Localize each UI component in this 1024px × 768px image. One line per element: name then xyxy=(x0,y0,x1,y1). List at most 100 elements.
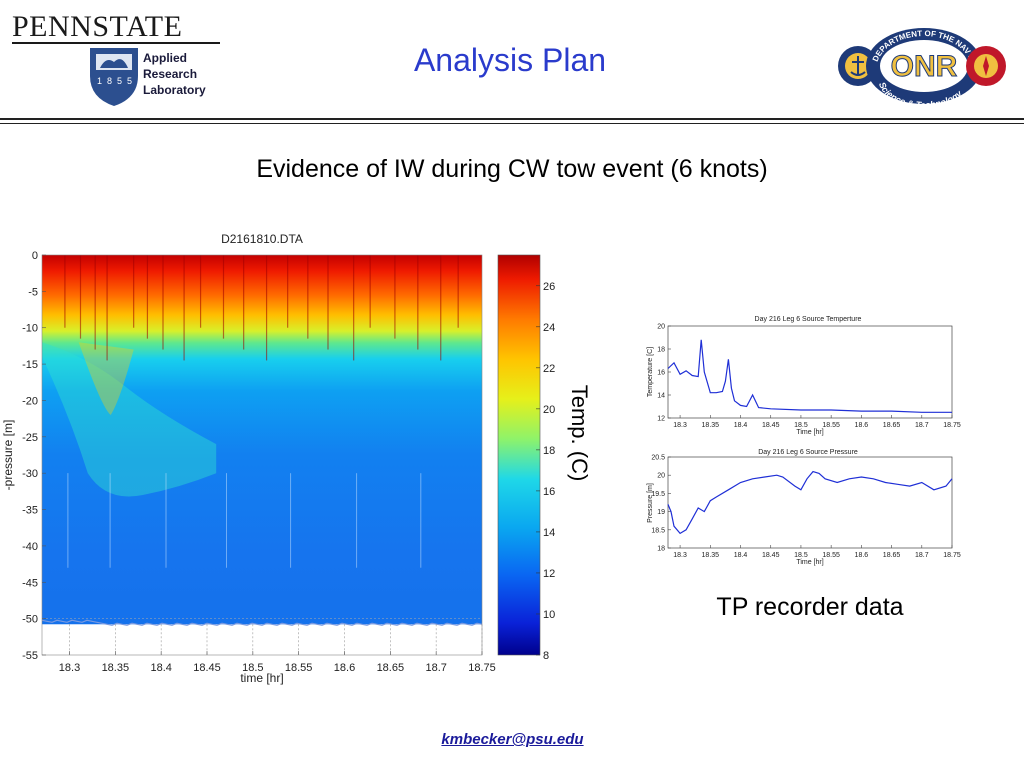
pressure-chart-title: Day 216 Leg 6 Source Pressure xyxy=(758,449,858,456)
colorbar-tick-label: 16 xyxy=(543,486,555,498)
temperature-xtick-label: 18.45 xyxy=(762,422,780,429)
heatmap-field xyxy=(42,255,482,655)
header-divider-thin xyxy=(0,123,1024,124)
colorbar-tick-label: 26 xyxy=(543,281,555,293)
colorbar-tick-label: 12 xyxy=(543,568,555,580)
colorbar-tick-label: 10 xyxy=(543,609,555,621)
pennstate-wordmark: PENNSTATE xyxy=(12,10,183,43)
heatmap-xtick-label: 18.3 xyxy=(59,662,80,674)
heatmap-ytick-label: 0 xyxy=(32,250,38,262)
arl-line: Research xyxy=(143,67,198,81)
temperature-xlabel: Time [hr] xyxy=(796,429,823,436)
footer-email-link[interactable]: kmbecker@psu.edu xyxy=(441,731,584,748)
heatmap-ytick-label: -45 xyxy=(22,577,38,589)
heatmap-title: D2161810.DTA xyxy=(221,232,303,246)
slide-subtitle: Evidence of IW during CW tow event (6 kn… xyxy=(256,155,768,183)
heatmap-xtick-label: 18.75 xyxy=(468,662,496,674)
pressure-xlabel: Time [hr] xyxy=(796,559,823,566)
heatmap-ytick-label: -55 xyxy=(22,650,38,662)
pressure-xtick-label: 18.7 xyxy=(915,552,929,559)
temperature-plot-frame xyxy=(667,325,953,419)
heatmap-xtick-label: 18.65 xyxy=(377,662,405,674)
seal-year-digit: 8 xyxy=(107,76,112,86)
pressure-trace xyxy=(667,470,953,535)
arl-label: Applied Research Laboratory xyxy=(143,50,206,98)
colorbar-label: Temp. (C) xyxy=(567,385,592,482)
source-pressure-chart: Day 216 Leg 6 Source Pressure 20.5 20 19.5… xyxy=(647,449,961,566)
pressure-ytick-label: 18.5 xyxy=(651,527,665,534)
heatmap-ytick-label: -30 xyxy=(22,468,38,480)
onr-logo: DEPARTMENT OF THE NAVY Science & Technol… xyxy=(838,28,1006,106)
pressure-xtick-label: 18.3 xyxy=(673,552,687,559)
colorbar-tick-label: 20 xyxy=(543,404,555,416)
heatmap-xtick-label: 18.7 xyxy=(425,662,446,674)
heatmap-ytick-label: -10 xyxy=(22,323,38,335)
heatmap-xtick-label: 18.35 xyxy=(102,662,130,674)
colorbar-tick-label: 18 xyxy=(543,445,555,457)
seal-year-digit: 1 xyxy=(97,76,102,86)
pressure-xtick-label: 18.5 xyxy=(794,552,808,559)
onr-letters: ONR xyxy=(891,50,958,83)
header-divider xyxy=(0,118,1024,120)
temperature-ylabel: Temperature [C] xyxy=(647,347,654,397)
pressure-xtick-label: 18.45 xyxy=(762,552,780,559)
heatmap-ytick-label: -25 xyxy=(22,432,38,444)
heatmap-ytick-label: -5 xyxy=(28,286,38,298)
colorbar-tick-label: 8 xyxy=(543,650,549,662)
temperature-xtick-label: 18.5 xyxy=(794,422,808,429)
seal-year-digit: 5 xyxy=(127,76,132,86)
pressure-xtick-label: 18.75 xyxy=(943,552,961,559)
heatmap-xtick-label: 18.5 xyxy=(242,662,263,674)
pressure-ytick-label: 20.5 xyxy=(651,455,665,462)
temperature-xtick-label: 18.55 xyxy=(822,422,840,429)
pennstate-underline xyxy=(12,42,220,44)
internal-wave-warm-intrusion xyxy=(78,342,134,415)
arl-line: Applied xyxy=(143,51,187,65)
temperature-xtick-label: 18.6 xyxy=(855,422,869,429)
pressure-xtick-label: 18.55 xyxy=(822,552,840,559)
pennstate-shield-logo: 1 8 5 5 xyxy=(90,48,138,106)
heatmap-ytick-label: -20 xyxy=(22,395,38,407)
pressure-xtick-label: 18.65 xyxy=(883,552,901,559)
heatmap-ylabel: -pressure [m] xyxy=(1,420,15,491)
seafloor-edge xyxy=(41,619,483,626)
temperature-xtick-label: 18.3 xyxy=(673,422,687,429)
pressure-ytick-label: 19 xyxy=(657,509,665,516)
heatmap-xtick-label: 18.55 xyxy=(285,662,313,674)
pressure-ytick-label: 19.5 xyxy=(651,491,665,498)
temperature-xtick-label: 18.75 xyxy=(943,422,961,429)
arl-line: Laboratory xyxy=(143,83,206,97)
heatmap-ytick-label: -35 xyxy=(22,505,38,517)
seafloor-mask xyxy=(42,624,482,655)
temperature-xtick-label: 18.65 xyxy=(883,422,901,429)
pressure-xtick-label: 18.6 xyxy=(855,552,869,559)
temperature-ytick-label: 12 xyxy=(657,416,665,423)
temperature-ytick-label: 18 xyxy=(657,347,665,354)
heatmap-xlabel: time [hr] xyxy=(240,671,283,685)
heatmap-ytick-label: -50 xyxy=(22,614,38,626)
heatmap-ytick-label: -15 xyxy=(22,359,38,371)
temperature-heatmap: D2161810.DTA 0 -5 -10 -15 -20 -25 -30 -35 -40 -45… xyxy=(1,232,555,685)
colorbar-tick-label: 14 xyxy=(543,527,555,539)
temperature-xtick-label: 18.4 xyxy=(734,422,748,429)
colorbar-tick-label: 24 xyxy=(543,322,555,334)
colorbar xyxy=(497,254,541,656)
seal-year-digit: 5 xyxy=(117,76,122,86)
internal-wave-plume xyxy=(42,342,217,497)
temperature-trace xyxy=(667,339,952,413)
heatmap-xtick-label: 18.6 xyxy=(334,662,355,674)
temperature-xtick-label: 18.35 xyxy=(702,422,720,429)
pressure-ytick-label: 18 xyxy=(657,546,665,553)
pressure-ytick-label: 20 xyxy=(657,473,665,480)
source-temperature-chart: Day 216 Leg 6 Source Temperture 20 18 16 14… xyxy=(647,316,961,436)
temperature-chart-title: Day 216 Leg 6 Source Temperture xyxy=(755,316,862,323)
temperature-ytick-label: 16 xyxy=(657,370,665,377)
slide-title: Analysis Plan xyxy=(413,42,607,78)
heatmap-ytick-label: -40 xyxy=(22,541,38,553)
heatmap-xtick-label: 18.45 xyxy=(193,662,221,674)
temperature-xtick-label: 18.7 xyxy=(915,422,929,429)
temperature-ytick-label: 20 xyxy=(657,324,665,331)
pressure-ylabel: Pressure [m] xyxy=(647,483,654,523)
colorbar-tick-label: 22 xyxy=(543,363,555,375)
pressure-xtick-label: 18.4 xyxy=(734,552,748,559)
